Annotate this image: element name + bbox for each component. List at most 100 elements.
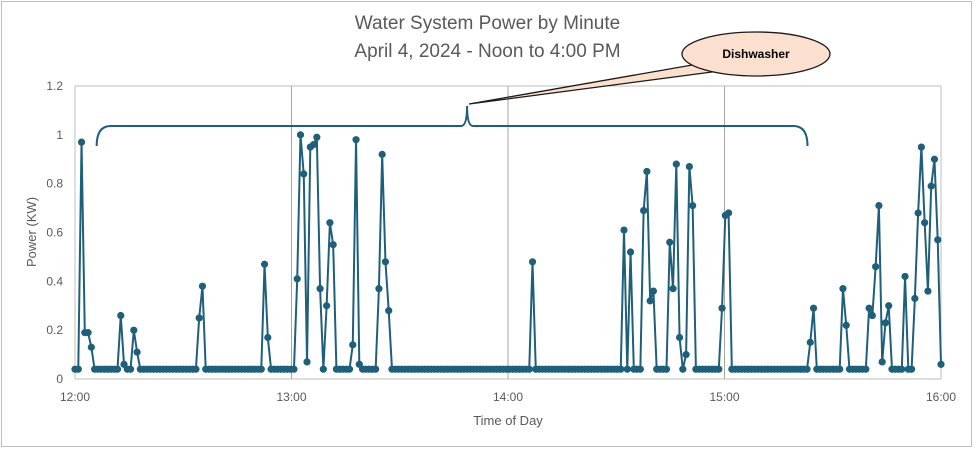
data-point (77, 138, 86, 146)
data-point (352, 136, 360, 144)
data-point (842, 321, 850, 329)
callout-tail (468, 63, 714, 105)
data-point (907, 365, 916, 373)
x-tick-label: 13:00 (276, 390, 306, 404)
data-point (195, 314, 203, 322)
y-tick-label: 0 (56, 372, 63, 386)
data-point (636, 365, 644, 373)
data-point (126, 365, 135, 373)
data-point (911, 294, 919, 303)
data-point (930, 155, 939, 163)
data-point (649, 287, 658, 295)
data-point (685, 162, 693, 171)
data-point (375, 285, 383, 293)
y-tick-label: 0.8 (46, 177, 63, 191)
x-axis-title: Time of Day (473, 413, 543, 428)
data-point (881, 319, 890, 327)
data-point (878, 358, 886, 366)
data-point (130, 326, 138, 334)
data-point (672, 160, 680, 168)
data-point (264, 333, 272, 342)
data-point (319, 365, 327, 373)
data-point (666, 238, 674, 246)
data-point (303, 358, 311, 366)
y-tick-label: 1.2 (46, 79, 63, 93)
data-point (326, 219, 334, 227)
data-point (875, 202, 883, 210)
x-tick-label: 14:00 (493, 390, 523, 404)
data-point (528, 258, 537, 266)
chart-title: Water System Power by Minute (354, 13, 621, 34)
data-point (865, 304, 873, 312)
data-point (809, 304, 818, 312)
data-point (643, 167, 651, 176)
data-point (806, 338, 814, 346)
data-point (669, 285, 677, 293)
data-point (260, 260, 269, 268)
data-point (620, 226, 628, 234)
data-point (257, 365, 265, 373)
data-point (927, 182, 935, 190)
data-point (378, 150, 386, 158)
data-point (689, 202, 697, 210)
annotation-callout: Dishwasher (468, 31, 831, 105)
data-point (679, 365, 687, 373)
callout-label: Dishwasher (722, 47, 790, 61)
data-point (192, 365, 200, 373)
data-point (300, 170, 308, 178)
data-point (836, 365, 844, 373)
y-tick-label: 0.4 (46, 274, 63, 288)
x-tick-label: 12:00 (60, 390, 90, 404)
data-point (640, 206, 648, 215)
data-point (662, 365, 671, 373)
x-tick-label: 16:00 (926, 390, 956, 404)
data-point (862, 365, 870, 373)
data-point (525, 365, 533, 373)
data-point (898, 365, 906, 373)
data-point (937, 360, 945, 368)
data-point (74, 365, 82, 373)
y-tick-label: 0.6 (46, 226, 63, 240)
data-point (316, 285, 324, 293)
data-point (914, 209, 922, 217)
data-point (349, 341, 357, 349)
data-point (296, 131, 305, 139)
callout-bubble (681, 31, 831, 77)
data-point (682, 350, 690, 359)
data-point (381, 258, 390, 266)
data-point (117, 311, 125, 320)
data-point (84, 329, 92, 337)
data-point (293, 275, 301, 283)
data-point (872, 263, 880, 271)
data-point (329, 241, 337, 249)
annotation-brace (95, 105, 809, 147)
data-point (715, 365, 723, 373)
data-point (626, 248, 635, 256)
y-tick-label: 0.2 (46, 323, 63, 337)
data-point (87, 343, 95, 351)
y-tick-label: 1 (56, 128, 63, 142)
data-point (198, 282, 207, 290)
data-point (675, 333, 684, 342)
x-tick-label: 15:00 (709, 390, 739, 404)
series-layer (71, 131, 945, 373)
y-axis-title: Power (KW) (24, 197, 39, 267)
data-point (313, 133, 321, 141)
data-point (724, 209, 733, 217)
data-point (917, 143, 925, 151)
callout-seam (700, 65, 711, 71)
data-point (901, 272, 909, 281)
data-point (113, 365, 122, 373)
data-point (934, 236, 942, 244)
data-point (839, 285, 847, 293)
data-point (385, 307, 393, 315)
data-point (372, 365, 380, 373)
data-point (290, 365, 298, 373)
data-point (646, 297, 654, 305)
data-point (623, 365, 631, 373)
data-point (921, 219, 929, 227)
data-point (323, 302, 331, 310)
axes: 12:00 13:00 14:00 15:00 16:00 0 0.2 0.4 0.6 0.8 1 1… (46, 79, 956, 404)
data-point (885, 302, 893, 310)
